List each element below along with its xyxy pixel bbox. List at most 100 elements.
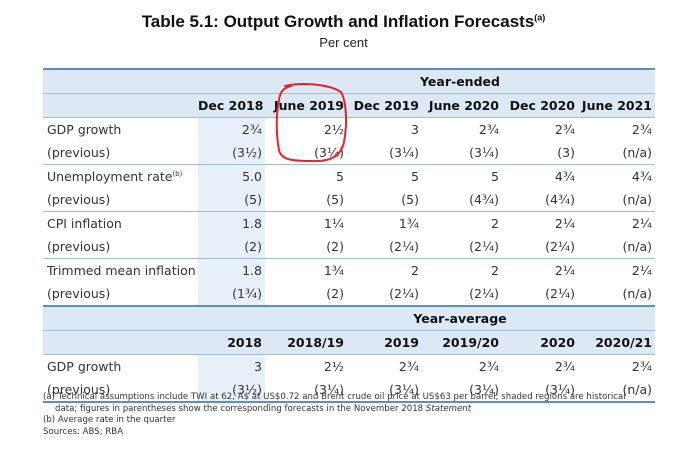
col-header: Dec 2020	[502, 93, 578, 118]
table-row: (previous) (5) (5) (5) (4¾) (4¾) (n/a)	[43, 188, 655, 212]
note-a-line1: (a) Technical assumptions include TWI at…	[43, 392, 626, 402]
cell: 2¾	[347, 354, 422, 378]
cell: (2¼)	[389, 239, 419, 254]
cell: 2¾	[578, 117, 655, 141]
cell: (3¼)	[389, 145, 419, 160]
cell: (3¼)	[347, 378, 422, 403]
col-header: 2019/20	[422, 330, 502, 355]
col-header: 2018	[198, 330, 265, 355]
cell: 5.0	[198, 164, 265, 188]
cell: (3½)	[198, 141, 265, 165]
statement-italic: Statement	[425, 403, 472, 414]
table-row: (previous) (1¾) (2) (2¼) (2¼) (2¼) (n/a)	[43, 282, 655, 306]
cell: 2½	[265, 117, 347, 141]
cell: (3¼)	[314, 145, 344, 160]
col-header: June 2020	[422, 93, 502, 118]
cell: (2)	[198, 235, 265, 259]
cell: (3¼)	[422, 378, 502, 403]
cell: (3)	[557, 145, 575, 160]
row-label: (previous)	[47, 192, 111, 207]
cell: (3¼)	[502, 378, 578, 403]
cell: 2½	[265, 354, 347, 378]
col-header: 2018/19	[265, 330, 347, 355]
table-notes: (a) Technical assumptions include TWI at…	[43, 392, 655, 438]
table-row: (previous) (3½) (3¼) (3¼) (3¼) (3¼) (n/a…	[43, 378, 655, 403]
band-year-average: Year-average	[43, 305, 655, 331]
table-subtitle: Per cent	[319, 35, 368, 50]
cell: 1¾	[265, 258, 347, 282]
sources: Sources: ABS; RBA	[43, 426, 124, 437]
row-label: GDP growth	[43, 117, 198, 141]
cell: 1.8	[198, 211, 265, 235]
cell: 2¼	[502, 258, 578, 282]
row-footnote-marker: (b)	[172, 169, 183, 178]
cell: 2	[422, 258, 502, 282]
cell: (n/a)	[622, 286, 652, 301]
cell: 2¾	[198, 117, 265, 141]
table-row: Unemployment rate(b) 5.0 5 5 5 4¾ 4¾	[43, 164, 655, 188]
row-label: Trimmed mean inflation	[43, 258, 198, 282]
forecast-table: Year-ended Dec 2018 June 2019 Dec 2019 J…	[43, 68, 655, 403]
cell: 2¾	[502, 117, 578, 141]
cell: (2¼)	[545, 286, 575, 301]
band-year-ended: Year-ended	[43, 68, 655, 94]
cell: (3¼)	[469, 145, 499, 160]
col-header: 2019	[347, 330, 422, 355]
col-header: June 2021	[578, 93, 655, 118]
cell: 2¾	[422, 117, 502, 141]
row-label: (previous)	[43, 378, 198, 403]
title-footnote-marker: (a)	[534, 12, 546, 23]
row-label: (previous)	[47, 145, 111, 160]
cell: 3	[198, 354, 265, 378]
cell: (1¾)	[198, 282, 265, 306]
note-a-line2: data; figures in parentheses show the co…	[55, 403, 472, 414]
row-label: GDP growth	[43, 354, 198, 378]
cell: (2¼)	[545, 239, 575, 254]
cell: (n/a)	[622, 239, 652, 254]
row-label: (previous)	[47, 239, 111, 254]
cell: 2¼	[502, 211, 578, 235]
cell: 2¾	[578, 354, 655, 378]
row-label: CPI inflation	[43, 211, 198, 235]
cell: (n/a)	[622, 145, 652, 160]
cell: (5)	[401, 192, 419, 207]
table-row: Trimmed mean inflation 1.8 1¾ 2 2 2¼ 2¼	[43, 258, 655, 282]
cell: (4¾)	[545, 192, 575, 207]
table-row: GDP growth 3 2½ 2¾ 2¾ 2¾ 2¾	[43, 354, 655, 378]
cell: 5	[422, 164, 502, 188]
cell: 1.8	[198, 258, 265, 282]
table-row: GDP growth 2¾ 2½ 3 2¾ 2¾ 2¾	[43, 117, 655, 141]
cell: 1¾	[347, 211, 422, 235]
year-ended-header-row: Dec 2018 June 2019 Dec 2019 June 2020 De…	[43, 93, 655, 118]
col-header: June 2019	[265, 93, 347, 118]
col-header: 2020/21	[578, 330, 655, 355]
row-label: Unemployment rate(b)	[43, 164, 198, 188]
cell: 2¼	[578, 211, 655, 235]
cell: (3¼)	[265, 378, 347, 403]
cell: 1¼	[265, 211, 347, 235]
table-title: Table 5.1: Output Growth and Inflation F…	[141, 12, 546, 31]
col-header: Dec 2019	[347, 93, 422, 118]
cell: (2¼)	[469, 286, 499, 301]
cell: (n/a)	[578, 378, 655, 403]
cell: 5	[265, 164, 347, 188]
cell: (3½)	[198, 378, 265, 403]
year-average-header-row: 2018 2018/19 2019 2019/20 2020 2020/21	[43, 330, 655, 355]
cell: 2	[347, 258, 422, 282]
col-header: 2020	[502, 330, 578, 355]
cell: (5)	[198, 188, 265, 212]
table-row: CPI inflation 1.8 1¼ 1¾ 2 2¼ 2¼	[43, 211, 655, 235]
cell: (n/a)	[622, 192, 652, 207]
cell: (2¼)	[389, 286, 419, 301]
cell: (2)	[326, 239, 344, 254]
cell: 2¾	[422, 354, 502, 378]
cell: (4¾)	[469, 192, 499, 207]
cell: 2¼	[578, 258, 655, 282]
cell: (2¼)	[469, 239, 499, 254]
table-row: (previous) (3½) (3¼) (3¼) (3¼) (3) (n/a)	[43, 141, 655, 165]
year-ended-heading: Year-ended	[265, 68, 655, 94]
cell: 3	[347, 117, 422, 141]
cell: 2¾	[502, 354, 578, 378]
year-average-heading: Year-average	[265, 305, 655, 331]
col-header: Dec 2018	[198, 93, 265, 118]
